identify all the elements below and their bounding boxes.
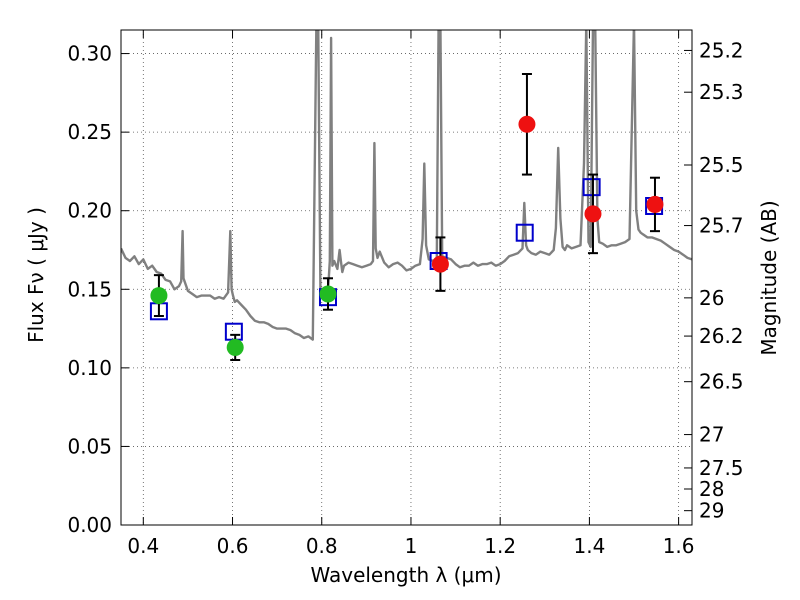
- y-axis-label: Flux Fν ( μJy ): [24, 207, 48, 343]
- mag-tick-label: 25.2: [699, 38, 744, 62]
- x-axis-label: Wavelength λ (μm): [310, 563, 501, 587]
- observed-flux-point: [518, 115, 536, 133]
- x-tick-label: 1.6: [663, 534, 695, 558]
- model-spectrum-line: [121, 30, 692, 341]
- x-tick-label: 1: [405, 534, 418, 558]
- mag-tick-label: 27.5: [699, 456, 744, 480]
- axis-ticks: 0.4 0.6 0.8 1 1.2 1.4 1.6 0.00 0.05 0.10 0.15 0.20 0…: [67, 30, 744, 558]
- mag-tick-label: 25.5: [699, 153, 744, 177]
- observed-flux-point: [646, 195, 664, 213]
- x-tick-label: 0.4: [127, 534, 159, 558]
- model-flux-square: [582, 178, 601, 197]
- mag-tick-label: 25.3: [699, 80, 744, 104]
- mag-tick-label: 28: [699, 477, 724, 501]
- observed-flux-point: [150, 287, 168, 305]
- y-tick-label: 0.20: [67, 199, 112, 223]
- model-flux-square: [515, 223, 534, 242]
- observed-flux-point: [319, 285, 337, 303]
- y-tick-label: 0.10: [67, 356, 112, 380]
- x-tick-label: 1.4: [573, 534, 605, 558]
- right-axis-label: Magnitude (AB): [757, 200, 781, 355]
- mag-tick-label: 26.5: [699, 370, 744, 394]
- observed-flux-point: [584, 205, 602, 223]
- y-tick-label: 0.05: [67, 434, 112, 458]
- observed-flux-point: [226, 338, 244, 356]
- data-points-layer: [149, 73, 664, 361]
- spectrum-layer: [121, 30, 692, 341]
- x-tick-label: 1.2: [484, 534, 516, 558]
- grid-lines: [121, 30, 692, 526]
- mag-tick-label: 29: [699, 499, 724, 523]
- mag-tick-label: 25.7: [699, 214, 744, 238]
- y-tick-label: 0.30: [67, 42, 112, 66]
- y-tick-label: 0.25: [67, 120, 112, 144]
- mag-tick-label: 26: [699, 286, 724, 310]
- plot-frame: [120, 29, 693, 526]
- y-tick-label: 0.15: [67, 277, 112, 301]
- mag-tick-label: 26.2: [699, 324, 744, 348]
- mag-tick-label: 27: [699, 423, 724, 447]
- x-tick-label: 0.6: [217, 534, 249, 558]
- observed-flux-point: [431, 255, 449, 273]
- y-tick-label: 0.00: [67, 513, 112, 537]
- x-tick-label: 0.8: [306, 534, 338, 558]
